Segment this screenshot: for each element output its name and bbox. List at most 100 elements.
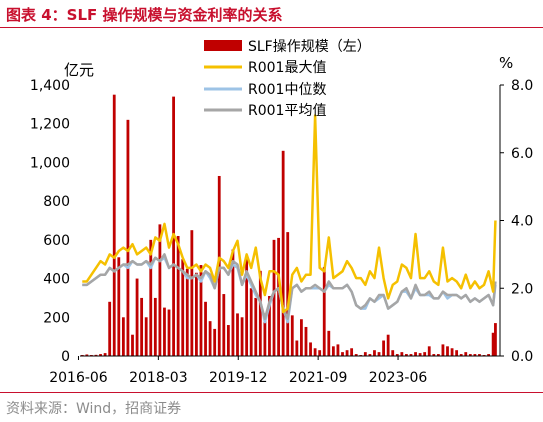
slf-bar [363, 352, 367, 356]
slf-bar [245, 259, 249, 356]
slf-bar [473, 354, 477, 356]
x-tick-label: 2021-09 [289, 370, 348, 386]
slf-bar [395, 354, 399, 356]
slf-bar [468, 354, 472, 356]
slf-bar [322, 266, 326, 356]
slf-bar [491, 332, 495, 356]
slf-bar [418, 353, 422, 356]
slf-bar [126, 119, 130, 356]
legend-label: SLF操作规模（左） [248, 39, 371, 55]
slf-bar [318, 350, 322, 356]
right-axis-unit: % [499, 54, 513, 72]
bottom-rule [0, 392, 543, 393]
slf-bar [368, 354, 372, 356]
slf-bar [153, 297, 157, 356]
slf-bar [94, 354, 98, 356]
left-tick-label: 400 [43, 272, 70, 288]
slf-bar [281, 150, 285, 356]
slf-bar [377, 352, 381, 356]
slf-bar [295, 340, 299, 356]
slf-bar [121, 317, 125, 356]
slf-bar [176, 235, 180, 356]
slf-bar [277, 237, 280, 356]
slf-bar [446, 346, 449, 356]
slf-bars [80, 94, 497, 357]
slf-bar [354, 354, 358, 356]
slf-bar [414, 352, 417, 356]
legend-label: R001最大值 [248, 60, 326, 76]
slf-bar [341, 352, 344, 356]
slf-bar [185, 268, 189, 356]
slf-bar [286, 232, 290, 356]
slf-bar [167, 309, 171, 356]
right-tick-label: 4.0 [511, 214, 533, 230]
slf-bar [163, 307, 166, 356]
slf-bar [149, 239, 153, 356]
slf-bar [195, 272, 198, 356]
slf-bar [409, 354, 413, 356]
slf-bar [254, 297, 258, 356]
left-tick-label: 600 [43, 233, 70, 249]
slf-bar [459, 354, 463, 356]
slf-bar [350, 348, 354, 356]
right-tick-label: 2.0 [511, 281, 533, 297]
x-tick-label: 2018-03 [129, 370, 188, 386]
slf-bar [249, 288, 253, 356]
slf-bar [213, 328, 217, 356]
slf-bar [181, 259, 185, 356]
left-tick-label: 1,200 [30, 117, 70, 133]
slf-bar [327, 330, 331, 356]
slf-bar [309, 342, 312, 356]
slf-bar [268, 295, 271, 356]
left-tick-label: 800 [43, 194, 70, 210]
slf-bar [204, 301, 207, 356]
legend-swatch-bar [204, 40, 242, 51]
slf-bar [382, 340, 385, 356]
slf-bar [391, 350, 395, 356]
slf-bar [432, 354, 436, 356]
slf-bar [300, 319, 303, 356]
right-tick-label: 0.0 [511, 349, 533, 365]
left-tick-label: 1,000 [30, 155, 70, 171]
slf-bar [99, 354, 102, 356]
title-rule [0, 27, 543, 28]
legend-label: R001中位数 [248, 82, 326, 98]
slf-bar [258, 270, 262, 356]
slf-bar [464, 352, 468, 356]
slf-r001-chart: 0 200 400 600 800 1,000 1,200 1,400 0.0 2.0 4.0 6.0… [30, 39, 533, 386]
r001-lines [82, 114, 497, 324]
slf-bar [131, 334, 134, 356]
legend-label: R001平均值 [248, 103, 326, 119]
slf-bar [231, 249, 235, 356]
slf-bar [103, 353, 107, 356]
slf-bar [240, 317, 244, 356]
x-tick-label: 2023-06 [369, 370, 428, 386]
slf-bar [117, 257, 121, 356]
slf-bar [135, 278, 139, 356]
slf-bar [217, 175, 221, 356]
slf-bar [140, 297, 144, 356]
left-tick-label: 200 [43, 310, 70, 326]
slf-bar [263, 313, 267, 356]
slf-bar [427, 346, 431, 356]
slf-bar [436, 354, 440, 356]
slf-bar [386, 334, 390, 356]
slf-bar [144, 317, 148, 356]
left-axis-unit: 亿元 [64, 61, 94, 79]
right-tick-label: 6.0 [511, 146, 533, 162]
slf-bar [172, 96, 175, 357]
slf-bar [85, 354, 89, 356]
figure-title: 图表 4：SLF 操作规模与资金利率的关系 [6, 6, 283, 24]
slf-bar [112, 94, 116, 357]
slf-bar [373, 350, 376, 356]
legend: SLF操作规模（左） R001最大值 R001中位数 R001平均值 [204, 39, 371, 119]
slf-bar [455, 350, 459, 356]
slf-bar [236, 313, 239, 356]
slf-bar [345, 350, 349, 356]
slf-bar [405, 354, 408, 356]
slf-bar [494, 323, 497, 356]
slf-bar [226, 325, 230, 356]
slf-bar [423, 352, 427, 356]
slf-bar [290, 315, 294, 356]
r001-max-line [82, 114, 497, 314]
